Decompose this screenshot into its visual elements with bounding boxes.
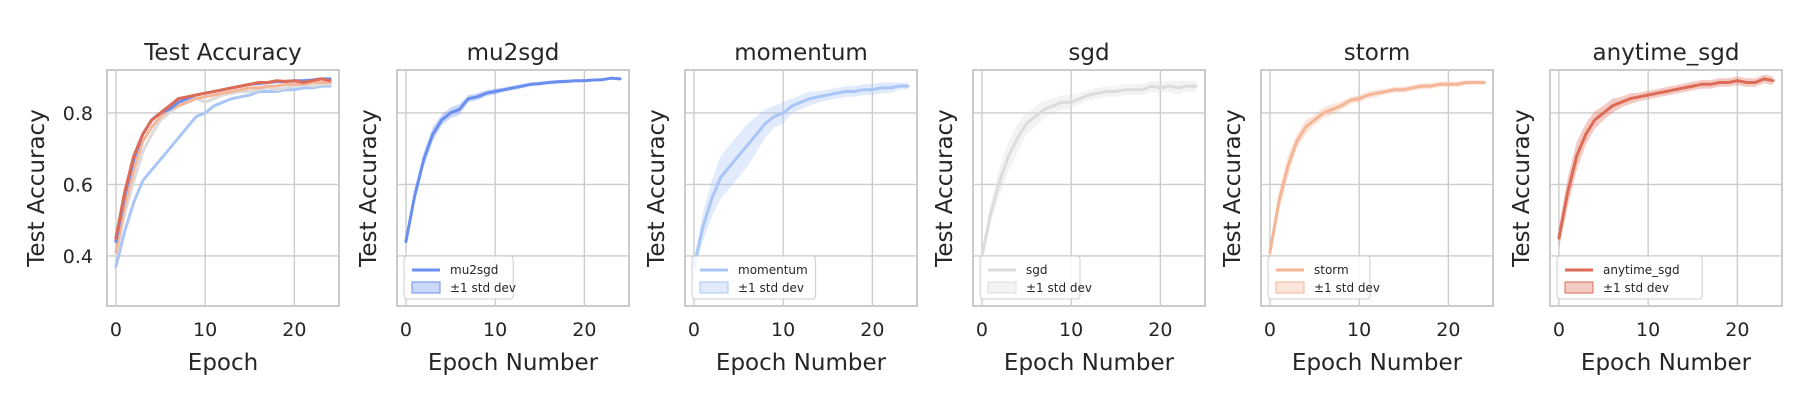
y-tick-label: 0.8 [63, 103, 93, 125]
legend: storm ±1 std dev [1267, 255, 1380, 300]
series-line-anytime-sgd [1557, 77, 1775, 240]
y-axis-label: Test Accuracy [1509, 109, 1535, 268]
y-axis-label: Test Accuracy [356, 109, 382, 268]
x-tick-label: 10 [193, 319, 217, 341]
legend-band-swatch [1564, 281, 1594, 294]
panel-anytime-sgd: 0 10 20 anytime_sgd Epoch Number Test Accurac… [1509, 40, 1783, 376]
legend-frame [691, 255, 817, 300]
x-tick-label: 0 [976, 319, 988, 341]
x-tick-label: 20 [860, 319, 884, 341]
x-tick-label: 20 [1436, 319, 1460, 341]
legend-band-label: ±1 std dev [1026, 281, 1092, 295]
panel-sgd: 0 10 20 sgd Epoch Number Test Accuracy sgd ±1 s… [932, 40, 1206, 376]
legend-band-swatch [699, 281, 729, 294]
axis-frame [684, 69, 918, 307]
x-tick-label: 20 [1148, 319, 1172, 341]
std-band-anytime-sgd [1558, 74, 1774, 249]
legend-frame [403, 255, 514, 300]
legend-band-swatch [1275, 281, 1305, 294]
std-band-mu2sgd [405, 76, 621, 246]
y-tick-label: 0.6 [63, 174, 93, 196]
series-line-storm [1268, 81, 1486, 254]
x-tick-label: 10 [483, 319, 507, 341]
std-band-storm [1269, 80, 1485, 260]
y-axis-label: Test Accuracy [24, 109, 50, 268]
series-line-momentum [692, 84, 910, 269]
std-band-momentum [693, 82, 909, 274]
std-band-sgd [981, 80, 1197, 264]
series-line-anytime-sgd [114, 77, 332, 240]
y-axis-label: Test Accuracy [1220, 109, 1246, 268]
panel-title: mu2sgd [467, 40, 560, 66]
x-tick-label: 0 [1553, 319, 1565, 341]
panel-test-accuracy: 0 10 20 0.4 0.6 0.8 Test Accuracy Epoch Test Acc… [24, 40, 340, 376]
series-line-momentum [114, 84, 332, 269]
legend-band-swatch [987, 281, 1017, 294]
y-axis-label: Test Accuracy [644, 109, 670, 268]
x-tick-label: 20 [282, 319, 306, 341]
x-axis-label: Epoch Number [1292, 350, 1463, 376]
x-axis-label: Epoch Number [1581, 350, 1752, 376]
panel-mu2sgd: 0 10 20 mu2sgd Epoch Number Test Accuracy mu2s… [356, 40, 630, 376]
x-tick-label: 0 [688, 319, 700, 341]
x-tick-label: 10 [1636, 319, 1660, 341]
legend: sgd ±1 std dev [979, 255, 1092, 300]
x-axis-label: Epoch Number [716, 350, 887, 376]
legend-label: sgd [1026, 263, 1048, 277]
axis-frame [396, 69, 630, 307]
panel-title: storm [1344, 40, 1411, 66]
y-tick-label: 0.4 [63, 246, 93, 268]
x-tick-label: 20 [1725, 319, 1749, 341]
x-axis-label: Epoch Number [1004, 350, 1175, 376]
x-tick-label: 10 [1059, 319, 1083, 341]
x-tick-label: 0 [110, 319, 122, 341]
legend: mu2sgd ±1 std dev [403, 255, 516, 300]
series-line-sgd [980, 84, 1198, 258]
legend-band-label: ±1 std dev [738, 281, 804, 295]
axis-frame [1549, 69, 1783, 307]
x-axis-label: Epoch [188, 350, 258, 376]
x-tick-label: 0 [1264, 319, 1276, 341]
axis-frame [972, 69, 1206, 307]
series-line-storm [114, 81, 332, 254]
legend-band-label: ±1 std dev [1603, 281, 1669, 295]
axis-frame [1260, 69, 1494, 307]
series-line-sgd [114, 82, 332, 258]
panel-title: Test Accuracy [143, 40, 302, 66]
x-tick-label: 20 [572, 319, 596, 341]
legend-frame [1267, 255, 1371, 300]
panel-momentum: 0 10 20 momentum Epoch Number Test Accuracy mo… [644, 40, 918, 376]
legend-label: momentum [738, 263, 808, 277]
panel-storm: 0 10 20 storm Epoch Number Test Accuracy storm… [1220, 40, 1494, 376]
y-axis-label: Test Accuracy [932, 109, 958, 268]
legend-frame [979, 255, 1081, 300]
x-tick-label: 0 [400, 319, 412, 341]
panel-title: anytime_sgd [1593, 40, 1740, 66]
legend: anytime_sgd ±1 std dev [1556, 255, 1703, 300]
x-tick-label: 10 [1347, 319, 1371, 341]
axis-frame [106, 69, 340, 307]
series-line-mu2sgd [404, 76, 622, 244]
legend-label: anytime_sgd [1603, 263, 1680, 277]
legend: momentum ±1 std dev [691, 255, 817, 300]
panel-title: sgd [1068, 40, 1109, 66]
x-axis-label: Epoch Number [428, 350, 599, 376]
legend-label: mu2sgd [450, 263, 498, 277]
legend-band-label: ±1 std dev [450, 281, 516, 295]
legend-band-label: ±1 std dev [1314, 281, 1380, 295]
panel-title: momentum [734, 40, 868, 66]
x-tick-label: 10 [771, 319, 795, 341]
legend-band-swatch [411, 281, 441, 294]
legend-label: storm [1314, 263, 1349, 277]
